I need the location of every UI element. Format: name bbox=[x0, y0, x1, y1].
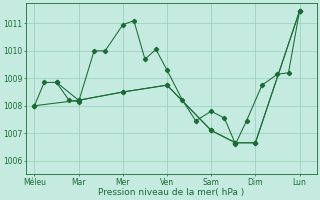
X-axis label: Pression niveau de la mer( hPa ): Pression niveau de la mer( hPa ) bbox=[98, 188, 244, 197]
